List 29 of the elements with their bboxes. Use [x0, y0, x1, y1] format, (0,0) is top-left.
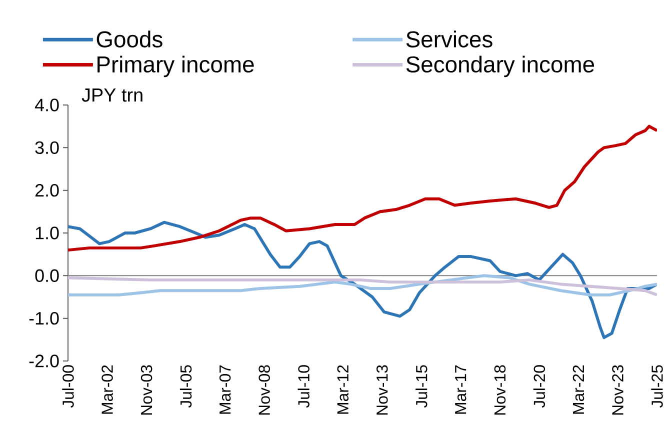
y-tick-label: 2.0 — [35, 184, 59, 197]
x-tick-label: Jul-15 — [416, 365, 428, 408]
x-tick-label: Jul-25 — [651, 365, 663, 408]
x-tick-label: Mar-02 — [102, 365, 113, 414]
x-tick-label: Jul-00 — [62, 365, 74, 408]
x-tick-label: Nov-18 — [494, 365, 506, 415]
y-tick-label: 3.0 — [35, 141, 59, 154]
y-tick-label: -2.0 — [29, 354, 59, 368]
x-tick-label: Nov-08 — [258, 365, 270, 415]
y-tick-label: 0.0 — [35, 269, 59, 282]
x-tick-label: Mar-07 — [219, 365, 231, 414]
x-tick-label: Jul-20 — [533, 365, 546, 408]
x-tick-label: Nov-03 — [140, 365, 152, 415]
x-tick-label: Mar-17 — [455, 365, 466, 414]
line-series — [68, 124, 658, 252]
x-tick-label: Mar-12 — [337, 365, 349, 414]
legend-label: Secondary income — [406, 56, 594, 78]
legend-label: Services — [406, 30, 492, 48]
legend-label: Goods — [96, 30, 162, 48]
y-tick-label: 4.0 — [34, 98, 59, 112]
y-axis-title: JPY trn — [82, 88, 142, 102]
x-tick-label: Jul-05 — [180, 365, 192, 408]
x-tick-label: Jul-10 — [298, 365, 310, 408]
x-tick-label: Nov-23 — [612, 365, 624, 415]
legend-label: Primary income — [98, 56, 254, 78]
x-tick-label: Nov-13 — [376, 365, 388, 415]
x-tick-label: Mar-22 — [572, 365, 584, 414]
y-tick-label: 1.0 — [36, 226, 59, 240]
y-tick-label: -1.0 — [29, 312, 59, 325]
